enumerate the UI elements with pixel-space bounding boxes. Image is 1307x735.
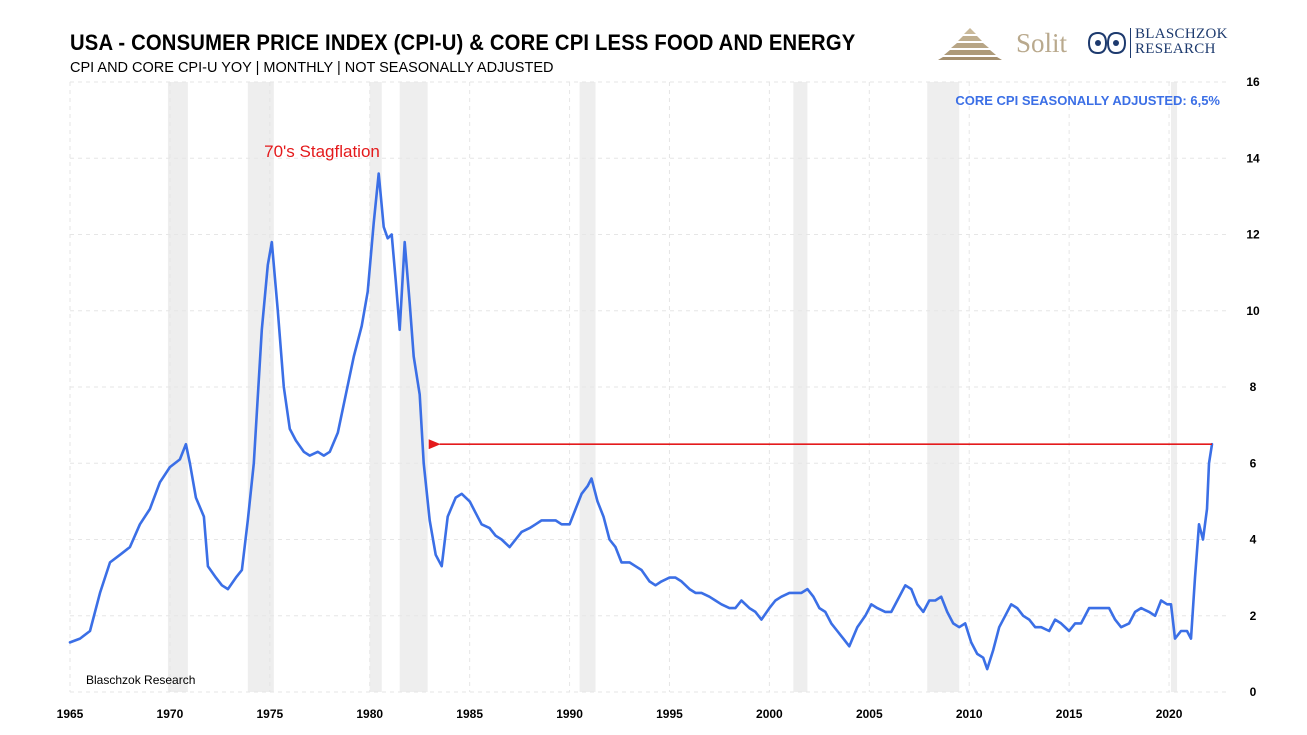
y-tick-label: 10	[1246, 304, 1260, 318]
x-tick-label: 1970	[157, 707, 184, 721]
x-tick-label: 1995	[656, 707, 683, 721]
y-tick-label: 6	[1250, 456, 1257, 470]
chart-title: USA - CONSUMER PRICE INDEX (CPI-U) & COR…	[70, 30, 856, 55]
x-tick-label: 2015	[1056, 707, 1083, 721]
x-axis-ticks: 1965 1970 1975 1980 1985 1990 1995 2000 2005 2010…	[57, 707, 1183, 721]
logo-area: Solit BLASCHZOK RESEARCH	[930, 22, 1240, 68]
stagflation-annotation: 70's Stagflation	[264, 142, 380, 161]
y-tick-label: 8	[1250, 380, 1257, 394]
x-tick-label: 1985	[456, 707, 483, 721]
series-legend-label: CORE CPI SEASONALLY ADJUSTED: 6,5%	[955, 93, 1220, 108]
blaschzok-icon	[1087, 31, 1127, 55]
solit-pyramid-logo	[938, 28, 1002, 60]
blaschzok-logo-line1: BLASCHZOK	[1135, 26, 1228, 42]
y-tick-label: 0	[1250, 685, 1257, 699]
watermark-text: Blaschzok Research	[86, 673, 195, 687]
x-tick-label: 1980	[356, 707, 383, 721]
solit-logo-text: Solit	[1016, 28, 1068, 58]
y-tick-label: 12	[1246, 228, 1260, 242]
x-tick-label: 1965	[57, 707, 84, 721]
y-tick-label: 16	[1246, 75, 1260, 89]
x-tick-label: 2000	[756, 707, 783, 721]
x-tick-label: 1990	[556, 707, 583, 721]
series-line-core-cpi	[68, 172, 1214, 671]
chart-subtitle: CPI AND CORE CPI-U YOY | MONTHLY | NOT S…	[70, 60, 554, 76]
series-layer	[68, 172, 1214, 671]
y-tick-label: 2	[1250, 609, 1257, 623]
x-tick-label: 2020	[1156, 707, 1183, 721]
blaschzok-logo-text: BLASCHZOK RESEARCH	[1135, 27, 1228, 57]
x-tick-label: 2010	[956, 707, 983, 721]
gridlines	[69, 81, 1229, 693]
y-tick-label: 14	[1246, 151, 1260, 165]
x-tick-label: 2005	[856, 707, 883, 721]
blaschzok-logo-line2: RESEARCH	[1135, 41, 1216, 57]
y-tick-label: 4	[1250, 533, 1257, 547]
logo-divider	[1130, 28, 1131, 58]
y-axis-ticks: 0 2 4 6 8 10 12 14 16	[1246, 75, 1260, 699]
x-tick-label: 1975	[256, 707, 283, 721]
